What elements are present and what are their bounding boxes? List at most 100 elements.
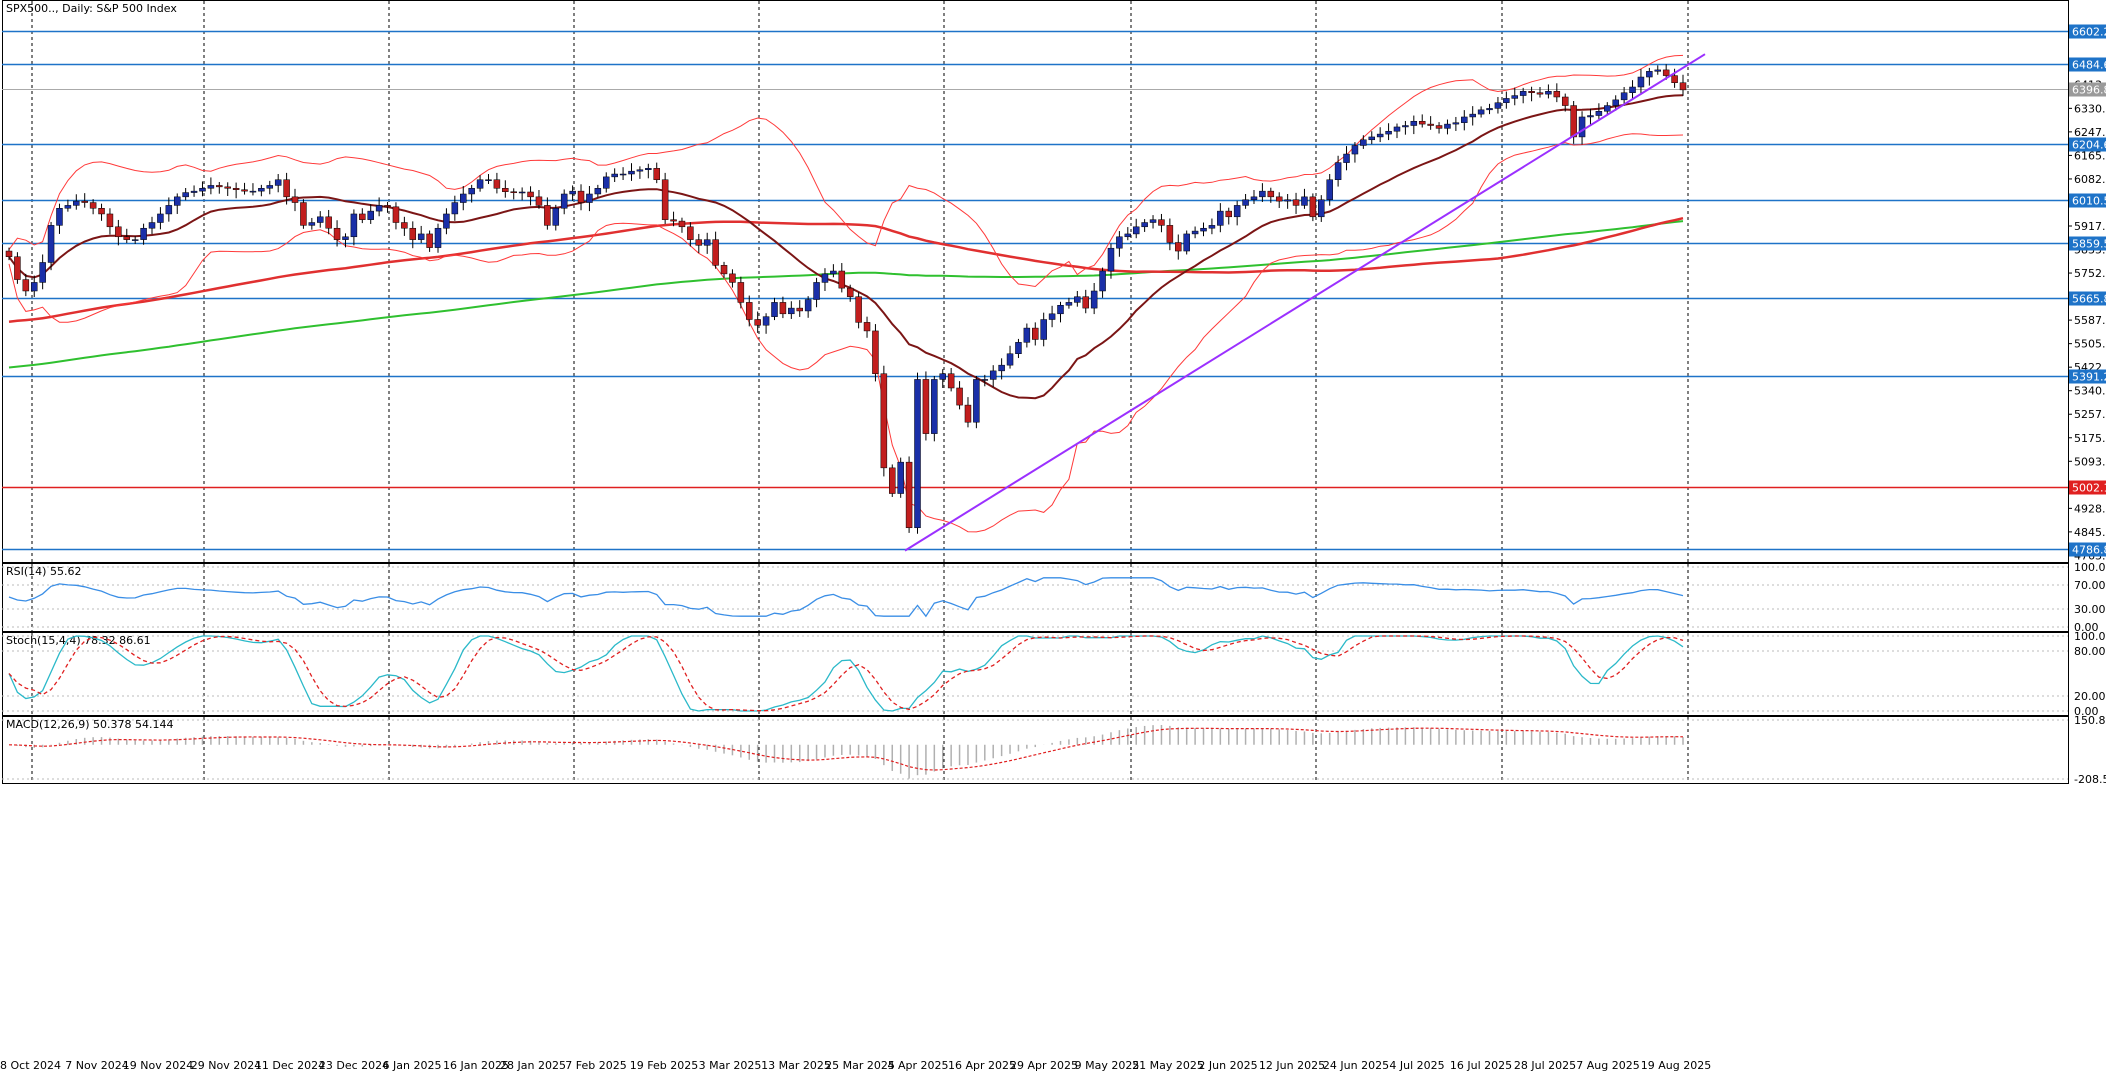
candle-body [241,189,248,192]
candle-body [1461,116,1468,123]
candle-body [1334,162,1342,180]
candle-body [190,190,198,193]
candle-body [1654,69,1662,72]
candle-body [266,185,274,189]
candle-body [1486,108,1493,111]
candle-body [1553,91,1561,98]
level-label: 6484.67 [2072,59,2106,72]
candle-body [1292,199,1300,206]
candle-body [291,196,299,203]
candle-body [274,179,282,186]
candle-body [5,250,13,258]
candle-body [518,191,526,194]
macd-frame [2,716,2069,784]
candle-body [325,216,332,229]
candle-body [350,213,358,238]
candle-body [1326,179,1333,200]
candle-body [1646,71,1653,78]
candle-body [1360,139,1367,146]
candle-body [73,200,80,206]
panel-tick-label: 0.00 [2074,705,2099,718]
stoch-panel[interactable]: 100.00 80.00 20.00 0.00 Stoch(15,4,4) 78.32 … [2,630,2106,718]
candle-body [417,233,425,240]
candle-body [636,169,644,172]
panel-tick-label: -208.54 [2074,773,2106,786]
date-label: 6 Jan 2025 [383,1059,442,1072]
candle-body [560,193,568,209]
candle-body [342,236,349,240]
candle-body [998,364,1005,372]
candle-body [577,190,585,203]
candle-body [1183,233,1190,252]
rsi-panel[interactable]: 100.00 70.00 30.00 0.00 RSI(14) 55.62 [2,561,2106,634]
date-label: 28 Jul 2025 [1514,1059,1576,1072]
candle-body [157,213,164,223]
candle-body [1435,125,1443,129]
candle-body [1065,302,1073,306]
candle-body [333,227,341,240]
date-label: 25 Mar 2025 [825,1059,895,1072]
candle-body [392,206,400,223]
candle-body [1536,92,1544,95]
candle-body [30,282,38,292]
price-panel[interactable]: 6493.696413.696330.216247.736165.256082.… [2,0,2106,784]
level-tag [2069,480,2106,495]
candle-body [695,239,703,246]
level-tag [2069,369,2106,384]
candle-body [22,279,30,292]
candle-body [703,239,711,246]
candle-body [939,373,946,380]
date-label: 19 Feb 2025 [630,1059,698,1072]
candle-body [661,179,669,220]
y-tick-label: 6165.25 [2074,149,2106,162]
sma-200-line [8,220,1684,369]
date-label: 21 May 2025 [1132,1059,1204,1072]
candle-body [1671,75,1678,83]
macd-panel[interactable]: 150.803 -208.54 MACD(12,26,9) 50.378 54.14… [2,714,2106,786]
candle-body [148,222,156,229]
candle-body [1418,120,1426,125]
date-label: 24 Jun 2025 [1323,1059,1389,1072]
candle-body [1158,219,1165,226]
panel-tick-label: 100.00 [2074,561,2106,574]
candle-body [771,302,778,317]
candle-body [544,205,551,226]
candle-body [1393,126,1401,132]
y-tick-label: 5257.97 [2074,408,2106,421]
candle-body [1166,225,1174,243]
y-tick-label: 6330.21 [2074,102,2106,115]
candle-body [401,222,408,229]
candle-body [1149,219,1157,223]
candle-body [1477,109,1485,115]
y-tick-label: 6082.77 [2074,173,2106,186]
candle-body [1090,290,1098,309]
candle-body [956,387,963,406]
candle-body [1175,242,1182,252]
level-tag [2069,193,2106,208]
candle-body [535,196,543,206]
candle-body [1132,226,1140,235]
candle-body [737,282,745,303]
candle-body [493,179,501,189]
candle-body [527,191,534,198]
candle-body [106,213,114,228]
candle-body [678,220,686,228]
candle-body [746,302,753,320]
candle-body [409,227,417,240]
candle-body [889,467,896,494]
candle-body [1343,153,1350,163]
candle-body [165,205,173,215]
candle-body [653,168,660,180]
candle-body [804,299,812,312]
candle-body [846,287,854,297]
candle-body [1620,92,1628,101]
date-label: 3 Mar 2025 [699,1059,762,1072]
candle-body [1242,199,1249,206]
candle-body [1494,102,1502,109]
candle-body [964,404,972,423]
panel-tick-label: 80.00 [2074,645,2106,658]
macd-title: MACD(12,26,9) 50.378 54.144 [6,718,174,731]
candle-body [258,188,265,192]
candle-body [510,191,517,193]
